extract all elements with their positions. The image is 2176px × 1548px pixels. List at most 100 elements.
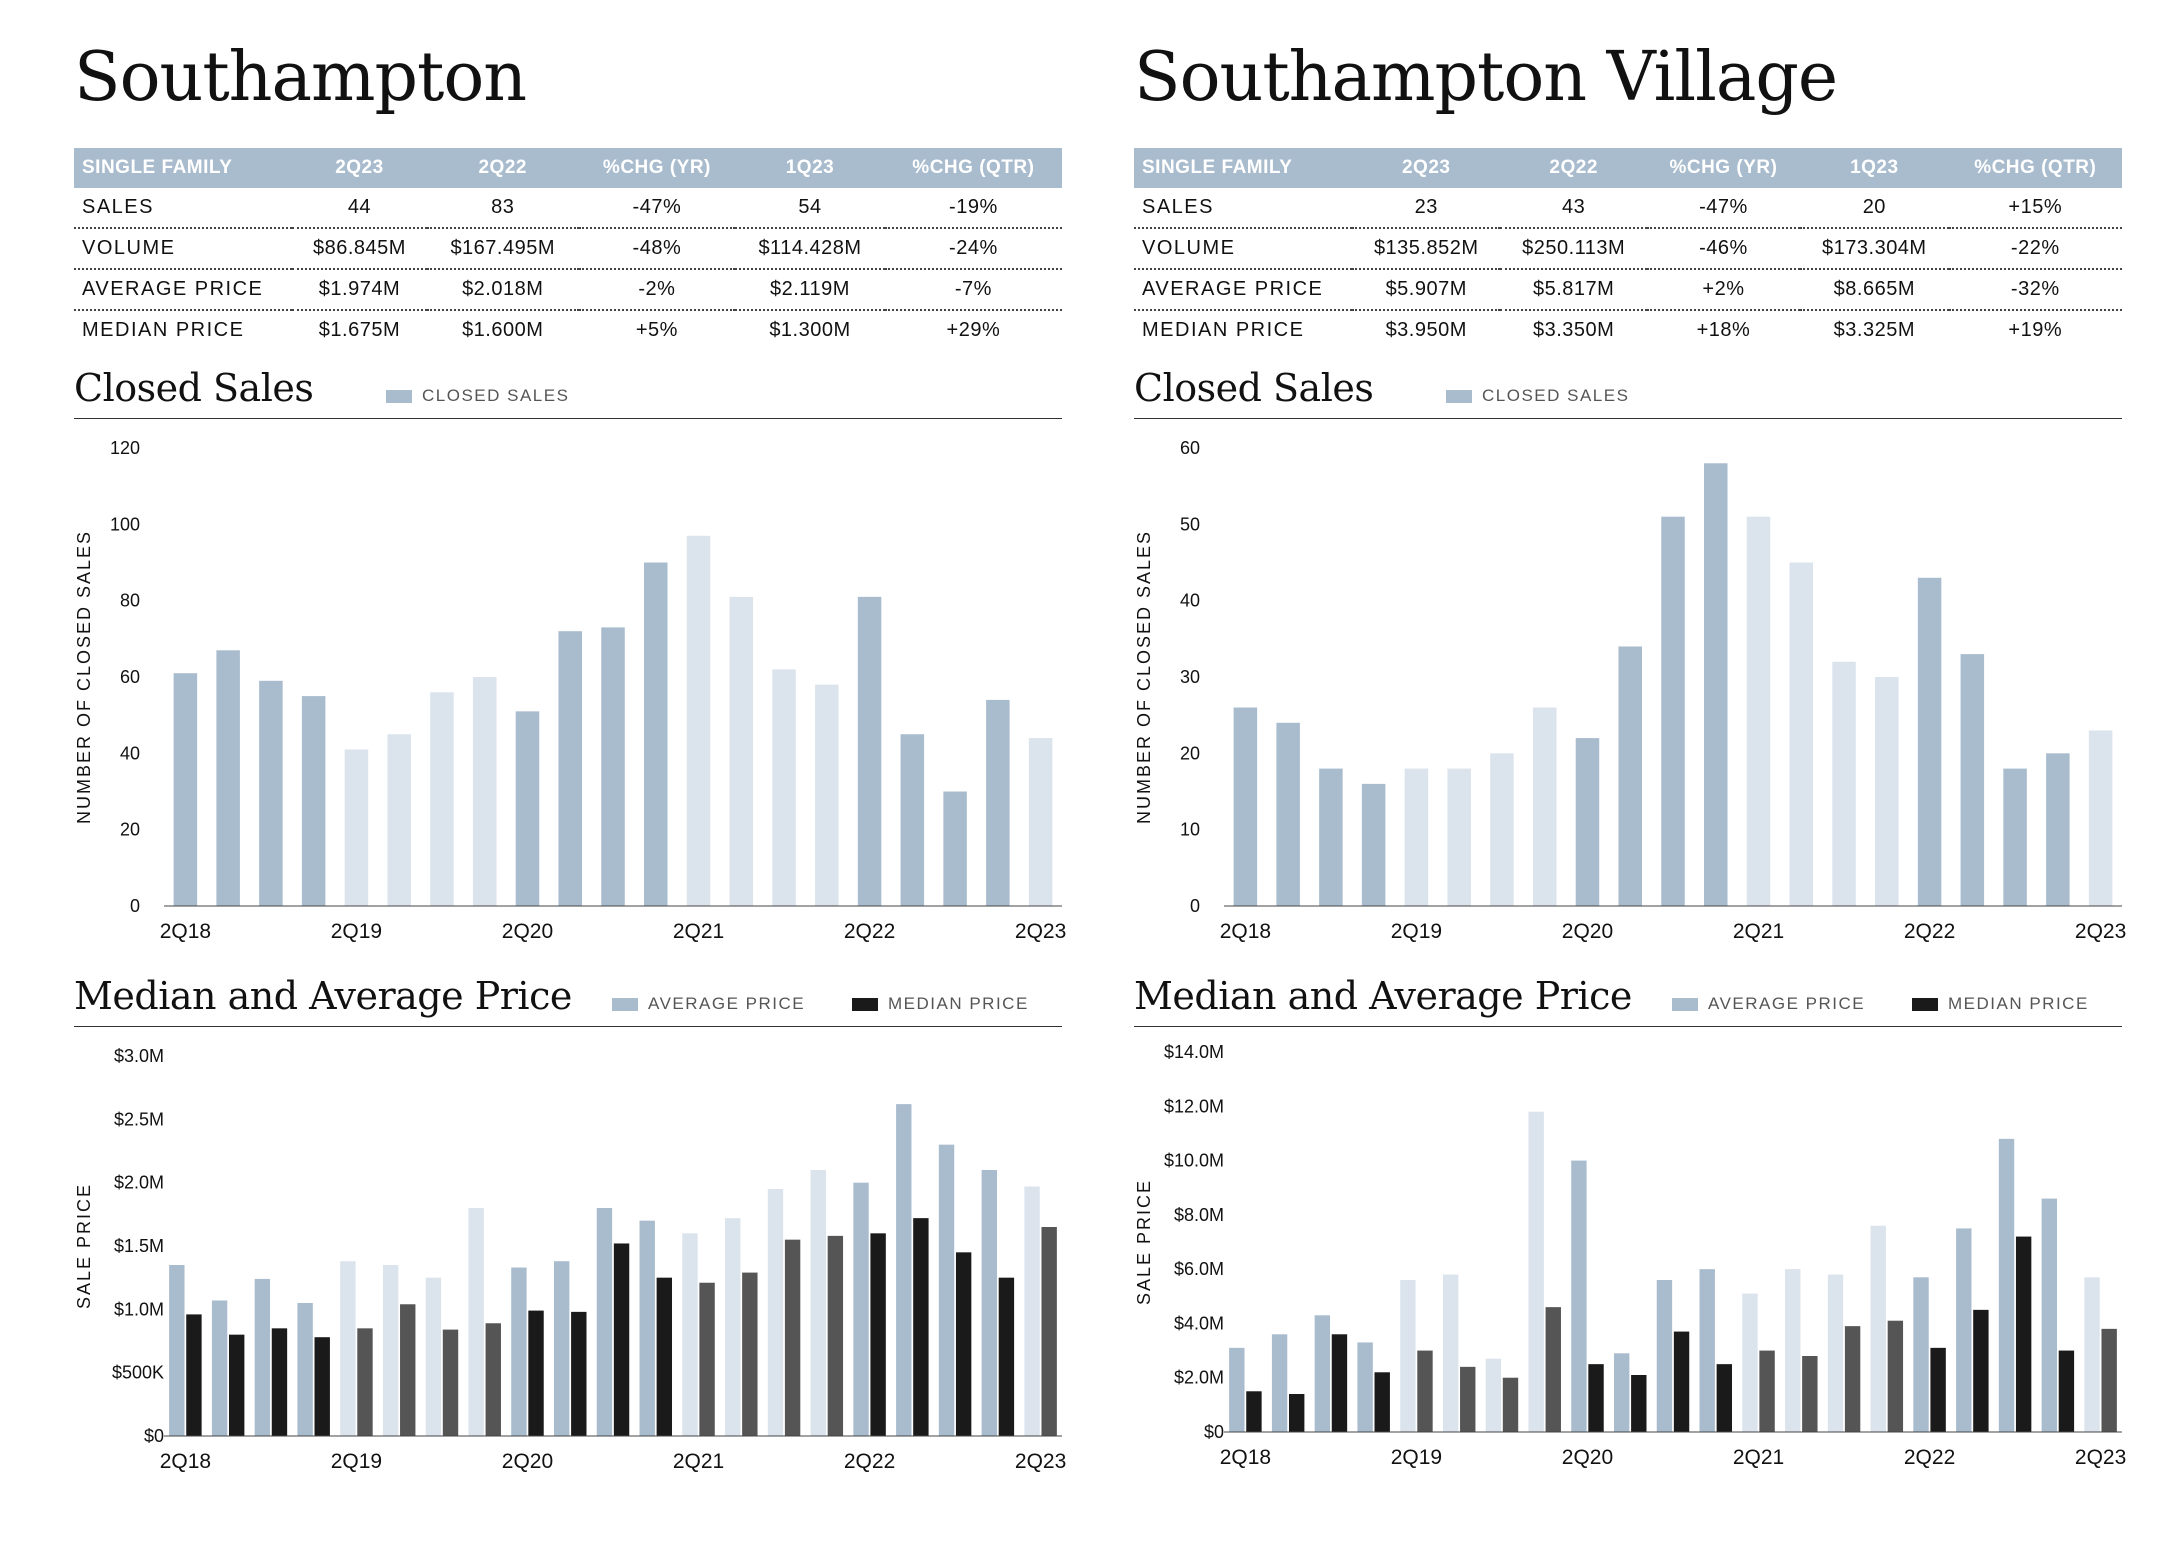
closed-sales-bar (686, 535, 711, 906)
table-header-cell: 2Q23 (1352, 148, 1501, 188)
table-cell: +29% (946, 319, 1001, 341)
closed-sales-bar (2003, 768, 2027, 906)
price-legend-median: MEDIAN PRICE (852, 994, 1029, 1014)
closed-sales-bar (387, 734, 411, 906)
y-tick-label: $8.0M (1174, 1205, 1224, 1225)
table-cell: AVERAGE PRICE (74, 269, 292, 311)
x-tick-label: 2Q23 (2075, 920, 2126, 943)
median-price-bar (1759, 1350, 1775, 1432)
average-price-bar (1827, 1274, 1844, 1432)
closed-sales-bar (1575, 738, 1600, 906)
closed-sales-bar (1832, 661, 1856, 906)
closed-sales-bar (1404, 768, 1429, 906)
table-row: VOLUME $135.852M $250.113M -46% $173.304… (1134, 228, 2122, 270)
table-cell: $3.350M (1532, 319, 1615, 341)
average-price-bar (169, 1265, 185, 1436)
x-tick-label: 2Q22 (844, 920, 895, 943)
table-cell: $3.950M (1385, 319, 1467, 341)
closed-sales-bar (216, 650, 240, 906)
table-header-cell: 2Q23 (292, 148, 427, 188)
table-header-cell: SINGLE FAMILY (74, 148, 292, 188)
average-price-bar (425, 1277, 442, 1436)
table-cell: -22% (1948, 228, 2122, 270)
closed-sales-bar (644, 562, 668, 906)
closed-sales-header: Closed Sales CLOSED SALES (1134, 358, 2122, 419)
table-cell: -24% (884, 228, 1062, 270)
median-price-bar (1460, 1366, 1476, 1432)
average-price-bar (1656, 1280, 1673, 1432)
x-tick-label: 2Q18 (1220, 1446, 1271, 1469)
median-price-bar (699, 1282, 715, 1436)
median-price-bar (314, 1337, 330, 1436)
median-price-bar (656, 1277, 673, 1436)
average-price-bar (1485, 1358, 1502, 1432)
legend-swatch (1446, 389, 1472, 403)
price-title: Median and Average Price (1134, 974, 1632, 1018)
x-tick-label: 2Q21 (1733, 920, 1784, 943)
table-header-cell: 2Q22 (1500, 148, 1647, 188)
y-tick-label: 120 (110, 438, 140, 458)
price-chart: $0 $500K $1.0M $1.5M $2.0M $2.5M $3.0M SALE PRI… (74, 1046, 1066, 1473)
y-tick-label: 10 (1180, 820, 1200, 840)
median-price-bar (1417, 1350, 1433, 1432)
y-tick-label: $6.0M (1174, 1259, 1224, 1279)
average-price-bar (1024, 1186, 1040, 1436)
table-header-cell: %CHG (QTR) (1948, 148, 2122, 188)
table-cell: VOLUME (74, 228, 292, 270)
closed-sales-bar (472, 677, 497, 906)
median-price-bar (571, 1311, 587, 1436)
closed-sales-bar (173, 673, 198, 906)
y-tick-label: $500K (112, 1363, 164, 1383)
table-cell: AVERAGE PRICE (1134, 269, 1352, 311)
median-price-bar (1716, 1364, 1733, 1432)
y-tick-label: 100 (110, 514, 140, 534)
average-price-bar (2084, 1277, 2100, 1432)
median-price-bar (1588, 1364, 1604, 1432)
table-row: AVERAGE PRICE $5.907M $5.817M +2% $8.665… (1134, 269, 2122, 311)
median-price-bar (998, 1277, 1015, 1436)
table-header-cell: SINGLE FAMILY (1134, 148, 1352, 188)
median-price-bar (784, 1239, 801, 1436)
average-price-bar (938, 1144, 955, 1436)
price-chart: $0 $2.0M $4.0M $6.0M $8.0M $10.0M $12.0M $14.0M… (1134, 1042, 2126, 1469)
y-tick-label: 20 (1180, 743, 1200, 763)
x-tick-label: 2Q20 (502, 1450, 553, 1473)
median-price-bar (1631, 1375, 1647, 1432)
y-tick-label: $4.0M (1174, 1313, 1224, 1333)
closed-sales-legend: CLOSED SALES (1446, 386, 1629, 406)
closed-sales-bar (1960, 654, 1985, 906)
y-tick-label: 0 (1190, 896, 1200, 916)
average-price-bar (1699, 1269, 1715, 1432)
y-tick-label: $10.0M (1164, 1151, 1224, 1171)
x-tick-label: 2Q20 (1562, 920, 1613, 943)
median-price-bar (1887, 1320, 1904, 1432)
median-price-bar (528, 1310, 544, 1436)
y-axis-title: NUMBER OF CLOSED SALES (1134, 530, 1154, 824)
price-title: Median and Average Price (74, 974, 572, 1018)
table-cell: $1.600M (462, 319, 544, 341)
average-price-bar (981, 1170, 998, 1436)
average-price-bar (896, 1104, 912, 1436)
average-price-bar (1613, 1353, 1630, 1432)
median-price-bar (1041, 1227, 1057, 1436)
median-price-bar (742, 1272, 758, 1436)
median-price-bar (2058, 1350, 2075, 1432)
median-price-bar (1673, 1331, 1690, 1432)
average-price-bar (596, 1208, 613, 1436)
average-price-bar (254, 1278, 271, 1436)
average-price-bar (1314, 1315, 1331, 1432)
closed-sales-bar (729, 596, 754, 906)
page-title: Southampton Village (1134, 38, 1838, 117)
x-tick-label: 2Q22 (1904, 920, 1955, 943)
average-price-bar (2041, 1198, 2058, 1432)
closed-sales-bar (2088, 730, 2113, 906)
y-tick-label: $3.0M (114, 1046, 164, 1066)
table-cell: $173.304M (1800, 228, 1949, 270)
table-cell: $167.495M (426, 228, 579, 270)
closed-sales-bar (344, 749, 369, 906)
price-legend-median: MEDIAN PRICE (1912, 994, 2089, 1014)
legend-label: CLOSED SALES (1482, 386, 1630, 405)
stats-table: SINGLE FAMILY 2Q23 2Q22 %CHG (YR) 1Q23 %… (1134, 148, 2122, 350)
x-tick-label: 2Q19 (1391, 1446, 1442, 1469)
page-title: Southampton (74, 38, 527, 117)
